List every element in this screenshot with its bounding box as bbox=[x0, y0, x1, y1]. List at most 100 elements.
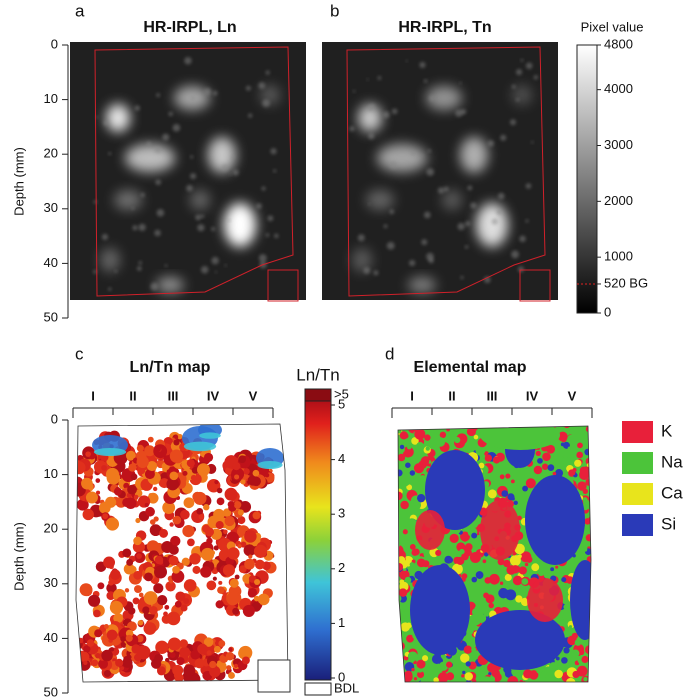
speckle bbox=[258, 82, 266, 90]
element-pixel bbox=[456, 556, 465, 565]
zone-label: V bbox=[249, 388, 258, 403]
ratio-pixel bbox=[257, 593, 270, 606]
ratio-pixel bbox=[143, 591, 158, 605]
background-roi bbox=[257, 659, 291, 693]
speckle bbox=[386, 241, 395, 250]
elemental-map bbox=[398, 426, 591, 682]
ratio-pixel bbox=[222, 508, 232, 517]
ratio-pixel bbox=[218, 580, 223, 585]
bright-region bbox=[460, 137, 488, 173]
element-pixel bbox=[504, 573, 512, 582]
ratio-pixel bbox=[218, 640, 226, 647]
element-region bbox=[527, 578, 563, 622]
ratio-pixel bbox=[169, 651, 176, 659]
ratio-pixel bbox=[76, 485, 81, 495]
element-pixel bbox=[588, 516, 591, 522]
ratio-pixel bbox=[206, 650, 212, 656]
speckle bbox=[132, 225, 138, 231]
ratio-pixel bbox=[154, 555, 164, 565]
ratio-pixel bbox=[203, 637, 214, 647]
ratio-pixel bbox=[153, 583, 164, 594]
ratio-pixel bbox=[91, 659, 99, 667]
ratio-pixel bbox=[106, 471, 121, 485]
ratio-pixel bbox=[128, 463, 137, 472]
ratio-pixel bbox=[167, 637, 182, 651]
colorbar-tick-label: 5 bbox=[338, 396, 345, 411]
speckle bbox=[164, 264, 168, 268]
speckle bbox=[108, 287, 112, 291]
colorbar-tick-label: 2000 bbox=[604, 193, 633, 208]
element-pixel bbox=[471, 608, 480, 616]
bright-region bbox=[426, 86, 462, 110]
ratio-pixel bbox=[86, 639, 95, 647]
element-region bbox=[415, 510, 445, 550]
speckle bbox=[377, 76, 382, 80]
element-pixel bbox=[487, 489, 497, 499]
ratio-pixel bbox=[232, 462, 241, 471]
speckle bbox=[519, 235, 526, 243]
ratio-pixel bbox=[101, 649, 113, 662]
speckle bbox=[203, 87, 212, 96]
colorbar-tick-label: 0 bbox=[604, 304, 611, 319]
ratio-pixel bbox=[213, 645, 221, 653]
zone-label: III bbox=[168, 388, 179, 403]
element-pixel bbox=[417, 494, 426, 503]
ratio-pixel bbox=[234, 574, 240, 580]
ratio-pixel bbox=[77, 637, 84, 644]
element-pixel bbox=[398, 670, 400, 677]
element-pixel bbox=[398, 538, 401, 548]
speckle bbox=[95, 115, 99, 119]
ratio-pixel bbox=[153, 486, 158, 492]
element-pixel bbox=[550, 567, 555, 572]
ratio-pixel bbox=[200, 566, 212, 578]
ratio-pixel bbox=[233, 501, 242, 509]
ratio-pixel bbox=[109, 600, 124, 615]
element-pixel bbox=[557, 431, 568, 442]
element-pixel bbox=[488, 672, 492, 676]
speckle bbox=[423, 211, 431, 219]
element-pixel bbox=[422, 560, 430, 568]
ratio-pixel bbox=[247, 475, 259, 486]
ratio-pixel bbox=[123, 563, 135, 575]
speckle bbox=[460, 275, 464, 280]
ratio-pixel bbox=[176, 657, 185, 666]
zone-label: IV bbox=[207, 388, 220, 403]
ratio-pixel bbox=[95, 478, 101, 483]
speckle bbox=[197, 224, 205, 232]
luminescence-image bbox=[70, 42, 306, 302]
speckle bbox=[373, 270, 379, 276]
speckle bbox=[138, 261, 142, 265]
element-pixel bbox=[398, 641, 405, 651]
ratio-pixel bbox=[157, 594, 168, 606]
element-pixel bbox=[406, 534, 416, 543]
element-pixel bbox=[422, 655, 429, 662]
element-pixel bbox=[581, 655, 589, 663]
ratio-pixel bbox=[133, 570, 143, 580]
element-pixel bbox=[574, 426, 584, 430]
ratio-pixel bbox=[106, 582, 117, 594]
element-pixel bbox=[584, 645, 591, 655]
element-pixel bbox=[515, 587, 520, 592]
speckle bbox=[525, 183, 532, 189]
element-pixel bbox=[409, 562, 415, 567]
ratio-pixel bbox=[228, 672, 235, 679]
ratio-pixel bbox=[229, 578, 239, 588]
element-pixel bbox=[525, 556, 533, 563]
element-pixel bbox=[488, 676, 496, 682]
ratio-pixel bbox=[254, 559, 265, 570]
ratio-pixel bbox=[183, 664, 196, 677]
element-pixel bbox=[571, 632, 579, 640]
element-pixel bbox=[512, 575, 523, 586]
speckle bbox=[491, 218, 498, 225]
element-pixel bbox=[577, 442, 583, 449]
ratio-pixel bbox=[194, 658, 205, 669]
ratio-pixel bbox=[213, 545, 219, 551]
element-pixel bbox=[398, 678, 406, 682]
ratio-pixel bbox=[180, 509, 190, 520]
ratio-pixel bbox=[244, 530, 257, 543]
element-pixel bbox=[424, 434, 431, 441]
ratio-pixel bbox=[264, 472, 270, 478]
element-pixel bbox=[398, 585, 399, 589]
ratio-pixel bbox=[232, 607, 240, 615]
y-axis-label: Depth (mm) bbox=[11, 522, 26, 591]
